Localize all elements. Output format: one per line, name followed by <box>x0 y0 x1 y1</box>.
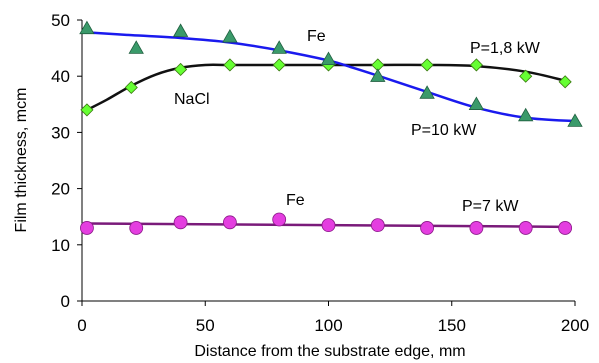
data-point-diamond <box>519 69 533 83</box>
annotation-p7: P=7 kW <box>462 198 519 215</box>
fit-curve-diamond <box>86 63 566 112</box>
annotation-fe-top: Fe <box>307 28 326 45</box>
data-point-triangle <box>320 51 337 65</box>
data-point-circle <box>80 221 94 235</box>
y-tick-label: 10 <box>51 236 70 255</box>
data-point-triangle <box>518 107 534 122</box>
data-point-circle <box>173 215 188 230</box>
data-point-circle <box>272 212 287 227</box>
data-point-circle <box>420 221 435 235</box>
annotation-nacl: NaCl <box>174 91 210 108</box>
y-tick-label: 40 <box>51 67 70 86</box>
x-tick-label: 0 <box>77 316 86 335</box>
axes <box>77 19 576 306</box>
y-axis-label: Film thickness, mcm <box>13 88 30 233</box>
x-tick-label: 200 <box>561 316 589 335</box>
data-point-diamond <box>469 58 483 72</box>
y-tick-label: 0 <box>61 292 70 311</box>
y-tick-label: 30 <box>51 123 70 142</box>
x-tick-label: 50 <box>196 316 215 335</box>
data-point-circle <box>558 221 573 235</box>
data-point-circle <box>129 221 144 235</box>
x-tick-label: 100 <box>314 316 342 335</box>
data-point-triangle <box>370 68 386 82</box>
data-point-diamond <box>272 58 286 72</box>
data-point-triangle <box>271 40 287 54</box>
data-point-diamond <box>223 58 237 72</box>
annotation-fe-bottom: Fe <box>286 192 305 209</box>
data-point-triangle <box>468 96 485 110</box>
data-point-circle <box>222 215 237 230</box>
tick-labels: 0 10 20 30 40 50 0 50 100 150 200 <box>51 11 589 335</box>
y-tick-label: 50 <box>51 11 70 30</box>
data-point-diamond <box>124 80 138 95</box>
data-point-circle <box>518 221 533 235</box>
data-markers <box>79 20 583 235</box>
data-point-circle <box>469 221 484 235</box>
data-point-circle <box>321 218 336 233</box>
data-point-triangle <box>79 20 95 35</box>
data-point-diamond <box>80 103 94 117</box>
data-point-circle <box>370 218 385 233</box>
data-point-triangle <box>222 29 238 43</box>
x-axis-label: Distance from the substrate edge, mm <box>194 343 465 360</box>
x-tick-label: 150 <box>438 316 466 335</box>
annotation-p10: P=10 kW <box>411 122 477 139</box>
data-point-triangle <box>419 85 435 99</box>
data-point-triangle <box>567 113 583 127</box>
data-point-diamond <box>174 62 188 77</box>
data-point-diamond <box>420 58 434 72</box>
data-point-diamond <box>558 75 572 89</box>
annotation-p18: P=1,8 kW <box>470 40 541 57</box>
data-point-triangle <box>128 40 144 54</box>
y-tick-label: 20 <box>51 180 70 199</box>
data-point-triangle <box>172 23 189 37</box>
